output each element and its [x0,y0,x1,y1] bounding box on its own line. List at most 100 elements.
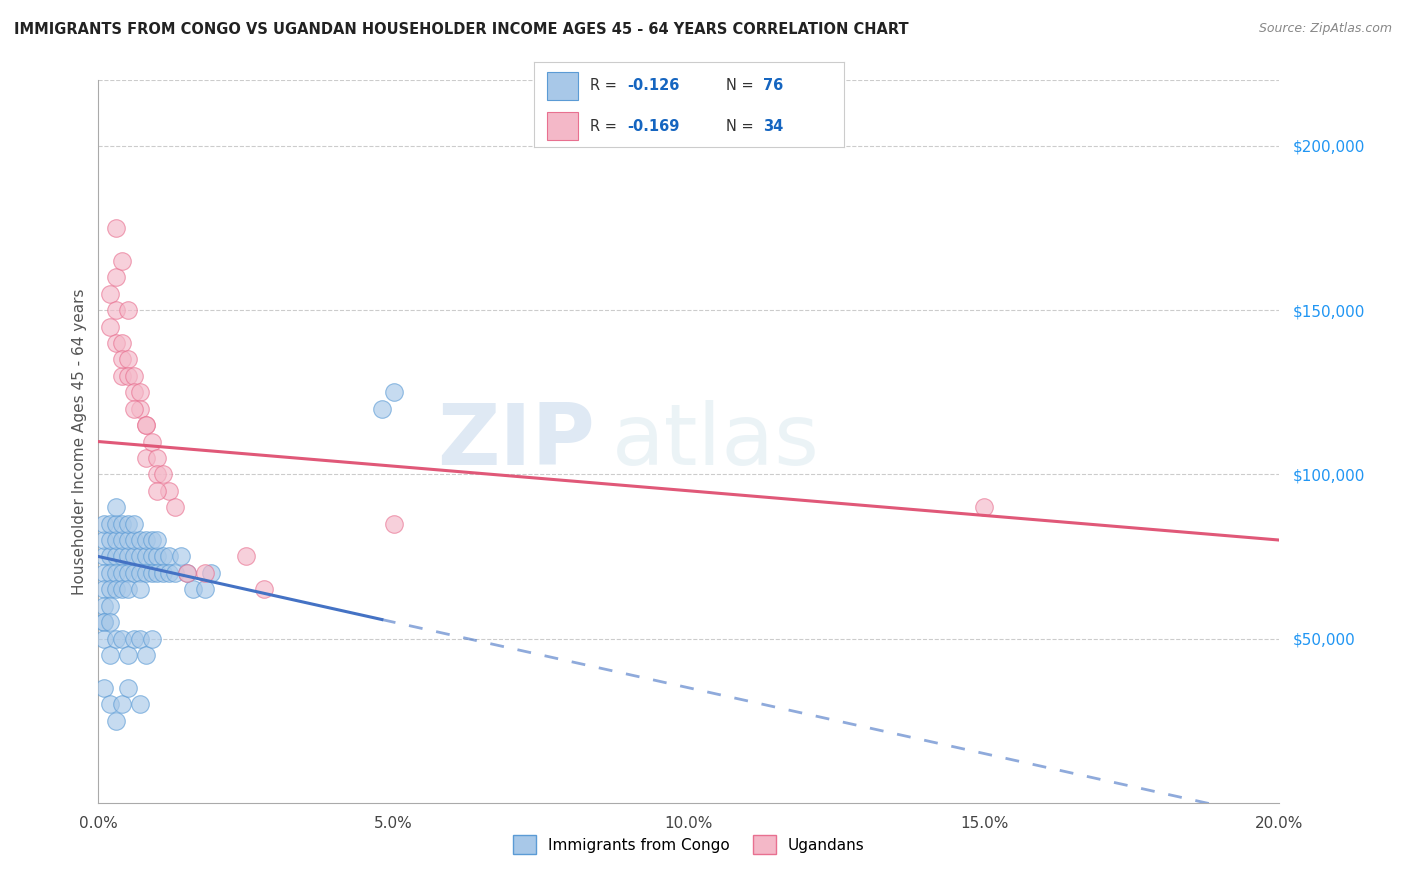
Point [93,582,115,597]
Point [117,582,139,597]
Point [98,566,121,580]
Point [128,698,150,712]
Point [98,286,121,301]
Point [152,566,174,580]
Point [93,533,115,547]
Text: -0.126: -0.126 [627,78,679,94]
Point [165,500,187,515]
Point [152,467,174,482]
Point [146,450,169,465]
Point [93,516,115,531]
Point [382,516,405,531]
FancyBboxPatch shape [547,71,578,100]
Point [128,549,150,564]
Point [105,516,128,531]
Point [141,434,163,449]
Point [141,566,163,580]
Point [105,714,128,728]
Point [122,385,145,400]
Point [93,566,115,580]
Point [111,549,134,564]
Point [93,632,115,646]
Point [128,533,150,547]
Point [128,632,150,646]
Point [93,615,115,630]
Point [98,516,121,531]
Text: ZIP: ZIP [437,400,595,483]
Point [135,549,157,564]
Point [98,319,121,334]
Point [105,221,128,235]
Point [117,352,139,367]
Point [371,401,394,416]
Text: -0.169: -0.169 [627,119,679,134]
Text: 34: 34 [763,119,783,134]
Point [98,582,121,597]
Point [170,549,193,564]
Point [141,533,163,547]
Point [176,566,198,580]
Point [105,566,128,580]
Point [111,352,134,367]
Point [122,401,145,416]
Point [194,582,217,597]
Point [128,385,150,400]
Point [194,566,217,580]
Point [98,698,121,712]
Point [135,418,157,433]
Point [122,632,145,646]
Point [111,632,134,646]
Point [111,533,134,547]
Point [98,533,121,547]
Point [135,533,157,547]
Point [135,450,157,465]
Point [117,681,139,695]
Point [98,648,121,662]
Point [93,681,115,695]
Point [235,549,257,564]
Point [135,566,157,580]
Point [98,599,121,613]
Point [157,566,180,580]
FancyBboxPatch shape [547,112,578,140]
Point [105,336,128,351]
Point [141,549,163,564]
Point [181,582,204,597]
Point [128,401,150,416]
Point [93,599,115,613]
Point [105,270,128,285]
Text: 76: 76 [763,78,783,94]
Point [98,615,121,630]
Point [157,483,180,498]
Point [128,566,150,580]
Point [105,533,128,547]
Text: Source: ZipAtlas.com: Source: ZipAtlas.com [1258,22,1392,36]
Point [152,549,174,564]
Text: IMMIGRANTS FROM CONGO VS UGANDAN HOUSEHOLDER INCOME AGES 45 - 64 YEARS CORRELATI: IMMIGRANTS FROM CONGO VS UGANDAN HOUSEHO… [14,22,908,37]
Point [176,566,198,580]
Point [111,582,134,597]
Point [122,566,145,580]
Point [253,582,276,597]
Point [105,582,128,597]
Point [111,368,134,383]
Point [105,549,128,564]
Point [141,632,163,646]
Y-axis label: Householder Income Ages 45 - 64 years: Householder Income Ages 45 - 64 years [72,288,87,595]
Point [111,698,134,712]
Point [105,632,128,646]
Point [382,385,405,400]
Point [111,516,134,531]
Point [122,516,145,531]
Point [122,549,145,564]
Point [146,566,169,580]
Point [105,500,128,515]
Point [200,566,222,580]
Point [117,303,139,318]
Point [146,549,169,564]
Point [93,615,115,630]
Point [117,516,139,531]
Point [93,549,115,564]
Point [111,253,134,268]
Point [117,533,139,547]
